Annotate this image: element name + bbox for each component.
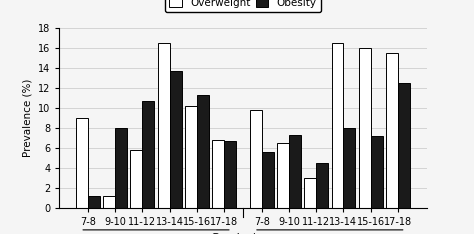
Bar — [88, 196, 100, 208]
Bar — [158, 43, 170, 208]
Bar — [103, 196, 115, 208]
Bar — [371, 136, 383, 208]
X-axis label: Gender/age: Gender/age — [210, 233, 276, 234]
Bar — [212, 140, 224, 208]
Bar — [197, 95, 209, 208]
Bar — [185, 106, 197, 208]
Y-axis label: Prevalence (%): Prevalence (%) — [22, 79, 32, 157]
Bar — [224, 141, 236, 208]
Bar — [304, 178, 316, 208]
Bar — [277, 143, 289, 208]
Bar — [76, 118, 88, 208]
Bar — [289, 135, 301, 208]
Bar — [170, 71, 182, 208]
Bar — [115, 128, 127, 208]
Bar — [262, 152, 273, 208]
Bar — [316, 163, 328, 208]
Bar — [250, 110, 262, 208]
Bar — [331, 43, 344, 208]
Legend: Overweight, Obesity: Overweight, Obesity — [165, 0, 321, 12]
Bar — [142, 101, 155, 208]
Bar — [359, 48, 371, 208]
Bar — [130, 150, 142, 208]
Bar — [344, 128, 356, 208]
Bar — [386, 53, 398, 208]
Bar — [398, 83, 410, 208]
